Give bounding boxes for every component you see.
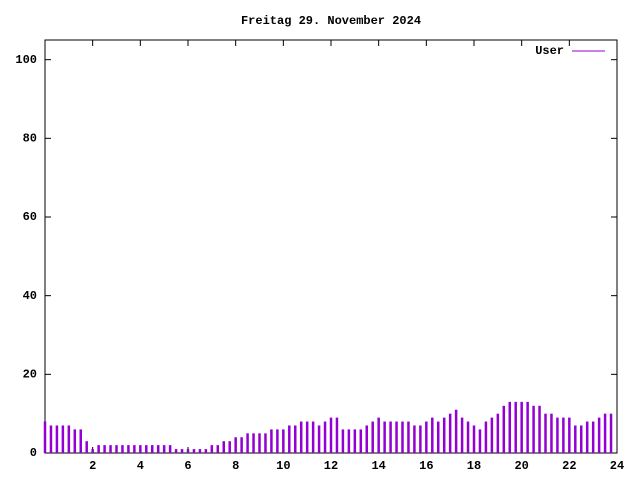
- y-tick-label: 80: [23, 132, 37, 146]
- x-tick-label: 22: [562, 459, 576, 473]
- x-tick-label: 20: [514, 459, 528, 473]
- y-tick-label: 0: [30, 446, 37, 460]
- x-tick-label: 14: [371, 459, 385, 473]
- y-tick-label: 60: [23, 210, 37, 224]
- x-tick-label: 2: [89, 459, 96, 473]
- y-tick-label: 40: [23, 289, 37, 303]
- x-tick-label: 8: [232, 459, 239, 473]
- x-tick-label: 18: [467, 459, 481, 473]
- x-tick-label: 12: [324, 459, 338, 473]
- plot-frame: [44, 39, 618, 454]
- x-tick-label: 4: [137, 459, 144, 473]
- x-tick-label: 24: [610, 459, 624, 473]
- y-tick-label: 100: [15, 53, 37, 67]
- x-tick-label: 10: [276, 459, 290, 473]
- legend-label: User: [535, 44, 564, 58]
- y-tick-label: 20: [23, 368, 37, 382]
- chart-title: Freitag 29. November 2024: [241, 14, 421, 28]
- x-tick-label: 16: [419, 459, 433, 473]
- x-tick-label: 6: [184, 459, 191, 473]
